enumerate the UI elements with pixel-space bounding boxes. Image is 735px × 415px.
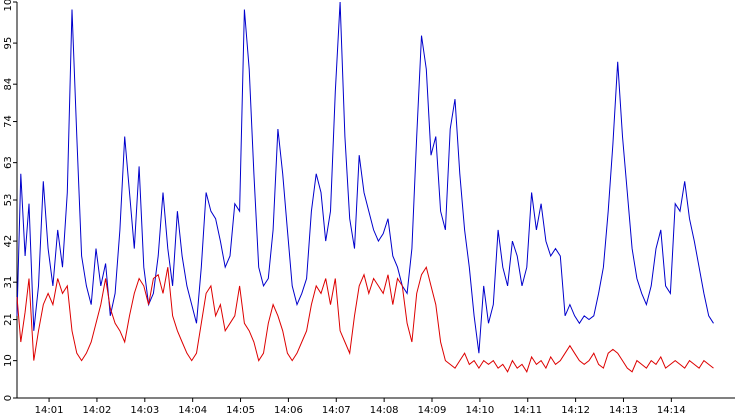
series-layer (16, 1, 714, 373)
x-tick-label: 14:10 (465, 405, 494, 415)
x-tick-label: 14:05 (226, 405, 255, 415)
y-tick-label: 74 (3, 115, 14, 128)
x-tick-label: 14:04 (178, 405, 207, 415)
x-tick-label: 14:06 (274, 405, 303, 415)
y-tick-label: 63 (3, 156, 14, 169)
series-line-2 (16, 265, 714, 373)
x-tick-label: 14:08 (370, 405, 399, 415)
y-tick-label: 84 (3, 78, 14, 91)
x-tick-label: 14:14 (657, 405, 686, 415)
y-tick-label: 106 (3, 0, 14, 12)
x-tick-label: 14:01 (35, 405, 64, 415)
x-tick-label: 14:07 (322, 405, 351, 415)
y-axis: 0 10 21 31 42 53 63 74 84 95 106 (3, 0, 18, 401)
x-tick-label: 14:12 (561, 405, 590, 415)
x-tick-label: 14:13 (609, 405, 638, 415)
y-tick-label: 53 (3, 194, 14, 207)
x-axis: 14:01 14:02 14:03 14:04 14:05 14:06 14:07 14:08… (17, 397, 735, 415)
y-tick-label: 42 (3, 235, 14, 248)
y-tick-label: 95 (3, 37, 14, 50)
x-tick-label: 14:09 (418, 405, 447, 415)
x-tick-label: 14:03 (130, 405, 159, 415)
x-tick-label: 14:11 (513, 405, 542, 415)
y-tick-label: 0 (3, 395, 14, 401)
x-tick-label: 14:02 (83, 405, 112, 415)
y-tick-label: 10 (3, 354, 14, 367)
y-tick-label: 31 (3, 276, 14, 289)
series-line-1 (16, 1, 714, 354)
y-tick-label: 21 (3, 313, 14, 326)
